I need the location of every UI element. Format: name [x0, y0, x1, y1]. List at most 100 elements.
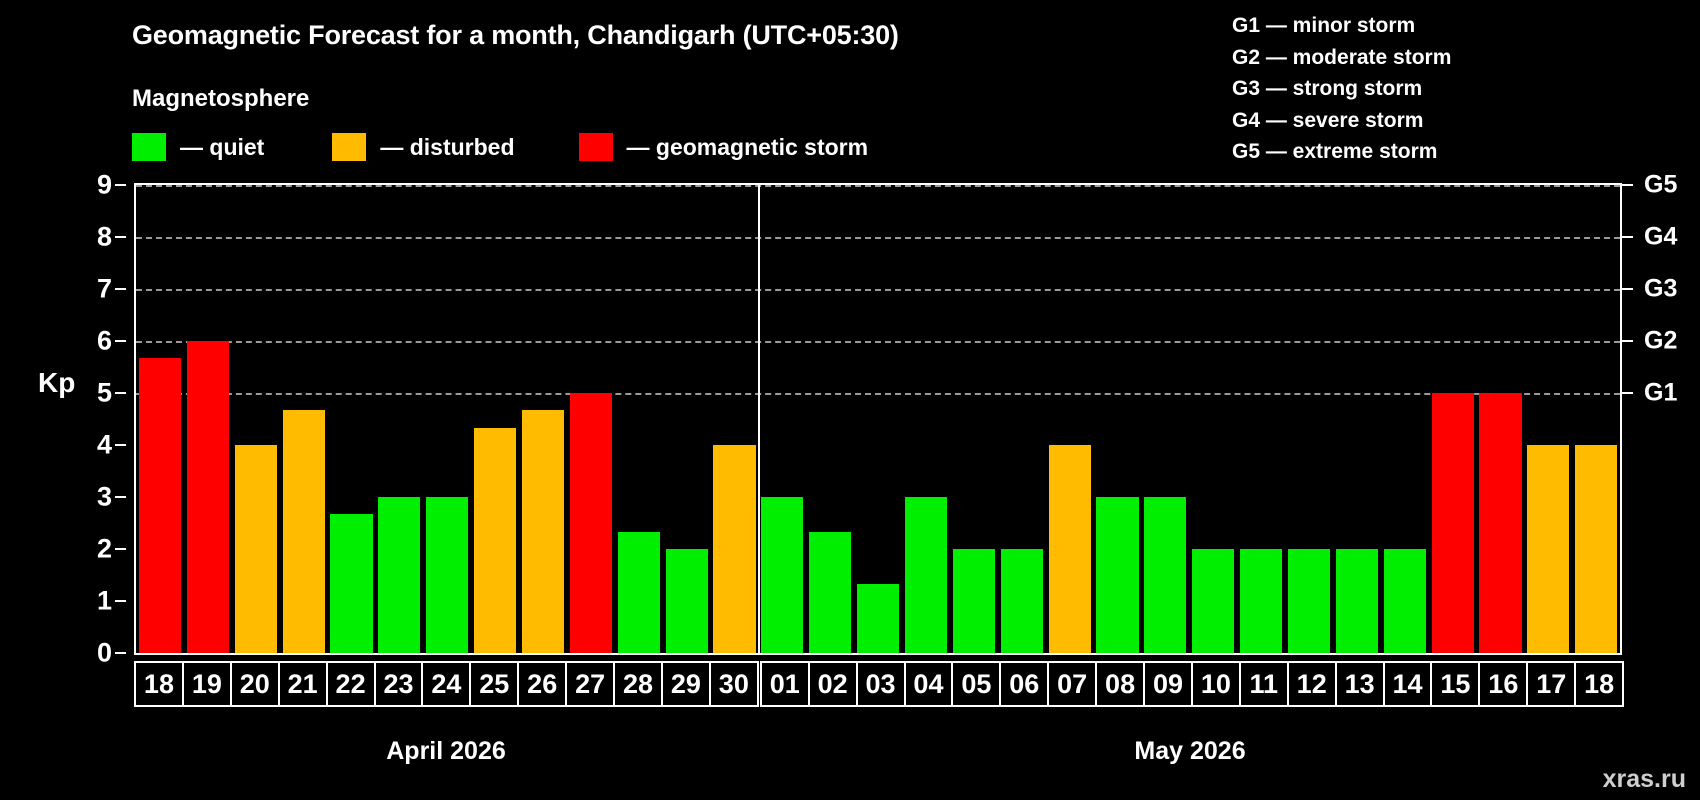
date-cell-may-13[interactable]: 13 [1334, 661, 1385, 707]
legend-item-storm: — geomagnetic storm [578, 133, 868, 161]
y-tick-label-8: 8 [96, 221, 112, 252]
bar-slot [136, 185, 184, 653]
date-cell-may-17[interactable]: 17 [1526, 661, 1577, 707]
bar-april-25[interactable] [474, 427, 517, 653]
bar-slot [950, 185, 998, 653]
bar-april-30[interactable] [713, 445, 756, 653]
date-cell-may-11[interactable]: 11 [1238, 661, 1289, 707]
bar-may-03[interactable] [857, 583, 900, 653]
bar-slot [854, 185, 902, 653]
bar-may-12[interactable] [1287, 549, 1330, 653]
y-tick-mark-0 [115, 652, 126, 654]
g-tick-mark-g5 [1622, 184, 1633, 186]
y-tick-mark-6 [115, 340, 126, 342]
date-cell-april-23[interactable]: 23 [373, 661, 424, 707]
bar-april-27[interactable] [569, 393, 612, 653]
bar-slot [1237, 185, 1285, 653]
bar-april-19[interactable] [186, 341, 229, 653]
g-scale-line-g3: G3 — strong storm [1232, 77, 1423, 100]
magnetosphere-legend: — quiet — disturbed — geomagnetic storm [132, 132, 868, 162]
bar-slot [1333, 185, 1381, 653]
y-tick-mark-8 [115, 236, 126, 238]
date-cell-may-16[interactable]: 16 [1478, 661, 1529, 707]
y-axis: 0 1 2 3 4 5 6 7 8 9 [0, 170, 126, 668]
date-cell-april-27[interactable]: 27 [565, 661, 616, 707]
bar-april-21[interactable] [282, 410, 325, 653]
g-scale-legend: G1 — minor storm G2 — moderate storm G3 … [1232, 10, 1451, 168]
bar-slot [423, 185, 471, 653]
g-scale-line-g2: G2 — moderate storm [1232, 45, 1452, 69]
date-cell-may-07[interactable]: 07 [1047, 661, 1098, 707]
y-tick-label-1: 1 [96, 585, 112, 616]
bar-may-16[interactable] [1479, 393, 1522, 653]
y-tick-label-6: 6 [96, 325, 112, 356]
legend-item-disturbed: — disturbed [332, 133, 515, 161]
date-cell-april-20[interactable]: 20 [229, 661, 280, 707]
bar-april-29[interactable] [665, 549, 708, 653]
bar-slot [902, 185, 950, 653]
bar-may-06[interactable] [1000, 549, 1043, 653]
bar-may-13[interactable] [1335, 549, 1378, 653]
date-cell-april-30[interactable]: 30 [708, 661, 759, 707]
bar-may-10[interactable] [1192, 549, 1235, 653]
bar-may-07[interactable] [1048, 445, 1091, 653]
bar-may-15[interactable] [1431, 393, 1474, 653]
g-tick-label-g1: G1 [1644, 378, 1678, 407]
bar-may-17[interactable] [1527, 445, 1570, 653]
bar-april-24[interactable] [426, 497, 469, 653]
bar-may-01[interactable] [761, 497, 804, 653]
y-tick-mark-2 [115, 548, 126, 550]
g-axis: G1 G2 G3 G4 G5 [1622, 171, 1700, 655]
legend-heading: Magnetosphere [132, 85, 310, 112]
date-cell-may-14[interactable]: 14 [1382, 661, 1433, 707]
date-cell-may-01[interactable]: 01 [759, 661, 810, 707]
bar-slot [1285, 185, 1333, 653]
bar-april-26[interactable] [521, 410, 564, 653]
bar-april-28[interactable] [617, 531, 660, 653]
date-cell-may-06[interactable]: 06 [999, 661, 1050, 707]
date-cell-may-15[interactable]: 15 [1430, 661, 1481, 707]
bar-may-08[interactable] [1096, 497, 1139, 653]
bar-may-02[interactable] [809, 531, 852, 653]
date-cell-april-25[interactable]: 25 [469, 661, 520, 707]
date-cell-may-18[interactable]: 18 [1574, 661, 1625, 707]
bar-may-14[interactable] [1383, 549, 1426, 653]
date-cell-may-08[interactable]: 08 [1095, 661, 1146, 707]
date-cell-april-29[interactable]: 29 [660, 661, 711, 707]
date-cell-may-04[interactable]: 04 [903, 661, 954, 707]
date-cell-may-09[interactable]: 09 [1143, 661, 1193, 707]
bar-may-18[interactable] [1575, 445, 1618, 653]
date-cell-april-18[interactable]: 18 [134, 661, 184, 707]
date-cell-may-03[interactable]: 03 [855, 661, 906, 707]
date-cell-april-19[interactable]: 19 [181, 661, 232, 707]
date-cell-april-21[interactable]: 21 [277, 661, 328, 707]
g-scale-line-g5: G5 — extreme storm [1232, 140, 1438, 163]
bar-slot [1189, 185, 1237, 653]
g-tick-mark-g2 [1622, 340, 1633, 342]
page-title: Geomagnetic Forecast for a month, Chandi… [132, 20, 899, 50]
bar-may-11[interactable] [1240, 549, 1283, 653]
date-cell-may-12[interactable]: 12 [1286, 661, 1337, 707]
date-cell-april-28[interactable]: 28 [613, 661, 663, 707]
bar-may-05[interactable] [952, 549, 995, 653]
bar-slot [375, 185, 423, 653]
bar-slot [998, 185, 1046, 653]
bar-april-23[interactable] [378, 497, 421, 653]
bar-april-18[interactable] [138, 358, 181, 653]
y-axis-title: Kp [38, 367, 76, 398]
bar-slot [1477, 185, 1525, 653]
date-cell-april-26[interactable]: 26 [517, 661, 568, 707]
bar-april-22[interactable] [330, 514, 373, 653]
bar-april-20[interactable] [234, 445, 277, 653]
bar-may-04[interactable] [904, 497, 947, 653]
bar-may-09[interactable] [1144, 497, 1187, 653]
y-tick-label-2: 2 [96, 533, 112, 564]
date-cell-may-10[interactable]: 10 [1190, 661, 1241, 707]
date-cell-may-05[interactable]: 05 [951, 661, 1002, 707]
date-cell-april-24[interactable]: 24 [421, 661, 472, 707]
chart-bars [136, 185, 1620, 653]
date-cell-april-22[interactable]: 22 [325, 661, 376, 707]
date-cell-may-02[interactable]: 02 [807, 661, 858, 707]
bar-slot [758, 185, 806, 653]
y-tick-label-3: 3 [96, 481, 112, 512]
